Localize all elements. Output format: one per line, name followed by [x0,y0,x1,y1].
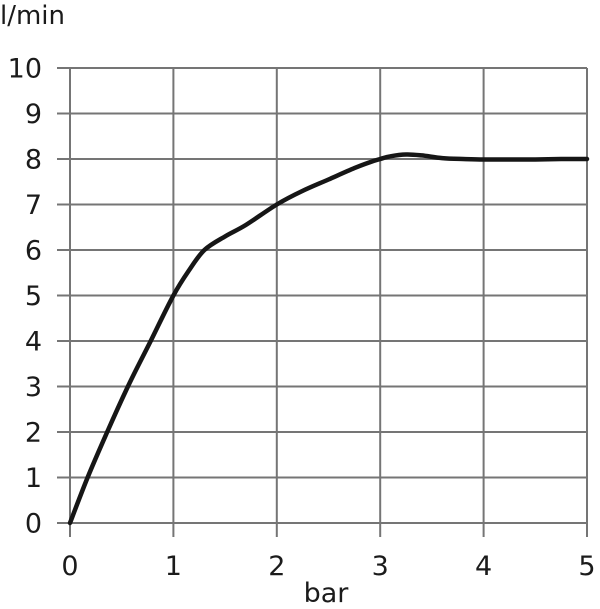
x-tick-label: 0 [61,551,78,582]
y-tick-label: 9 [25,99,42,130]
x-axis-title: bar [303,578,349,609]
x-tick-label: 3 [372,551,389,582]
x-tick-label: 1 [165,551,182,582]
y-tick-label: 5 [25,281,42,312]
x-tick-label: 5 [578,551,595,582]
y-tick-label: 0 [25,509,42,540]
x-tick-label: 2 [268,551,285,582]
y-tick-label: 4 [25,327,42,358]
y-tick-label: 3 [25,372,42,403]
y-tick-label: 7 [25,190,42,221]
x-tick-label: 4 [475,551,492,582]
series-curve-flow-rate-vs-pressure [67,152,590,526]
y-tick-label: 8 [25,145,42,176]
y-axis-title: l/min [0,1,66,31]
y-tick-label: 1 [25,463,42,494]
y-tick-label: 2 [25,418,42,449]
y-tick-label: 6 [25,236,42,267]
y-tick-label: 10 [8,54,42,85]
